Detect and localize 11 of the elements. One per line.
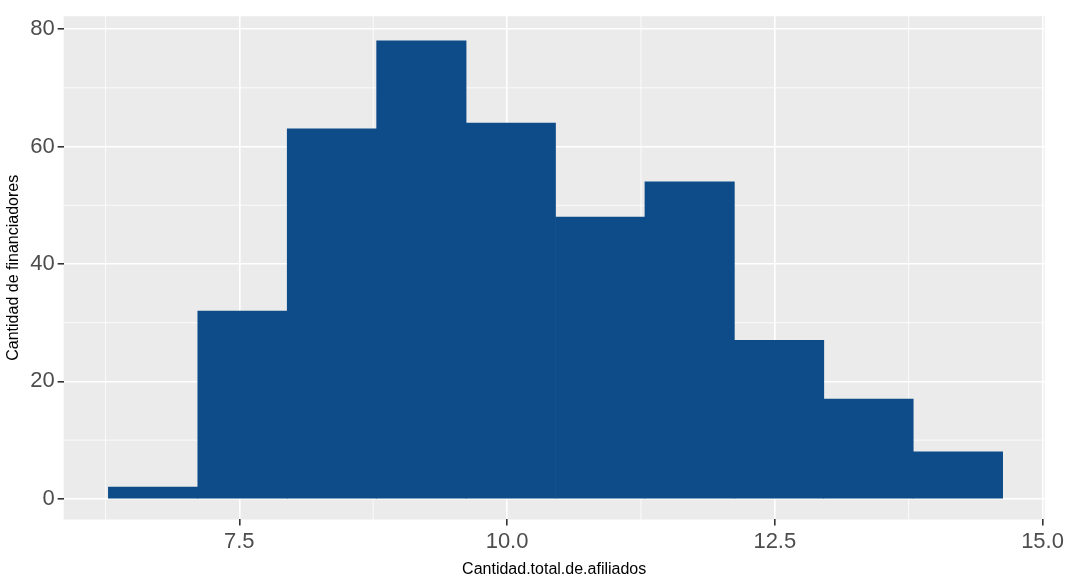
y-tick-label: 0 xyxy=(42,484,55,510)
y-tick-label: 40 xyxy=(30,250,55,276)
x-tick-label: 10.0 xyxy=(485,527,529,553)
x-tick-label: 7.5 xyxy=(224,527,255,553)
x-tick-label: 12.5 xyxy=(753,527,797,553)
x-tick-label: 15.0 xyxy=(1021,527,1064,553)
y-tick-label: 60 xyxy=(30,132,55,158)
y-tick-label: 80 xyxy=(30,15,55,41)
y-tick-label: 20 xyxy=(30,367,55,393)
y-axis-title: Cantidad de financiadores xyxy=(4,174,22,361)
x-axis-title: Cantidad.total.de.afiliados xyxy=(462,559,647,577)
